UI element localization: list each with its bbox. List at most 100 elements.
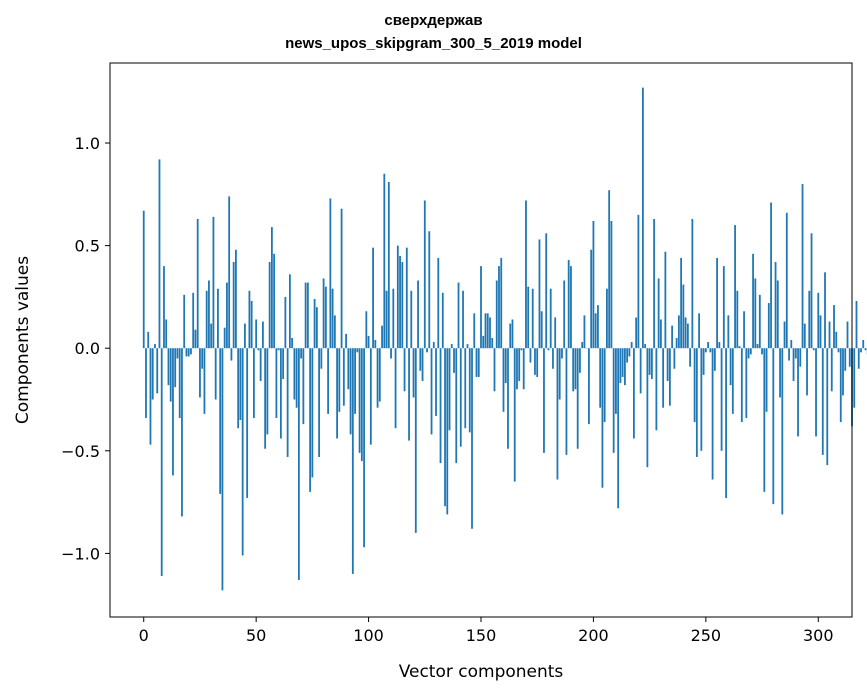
bar-234 [668,348,671,406]
bar-192 [574,348,577,390]
bar-303 [824,272,826,349]
bar-247 [698,313,701,349]
bar-306 [830,348,833,392]
bar-71 [302,348,305,425]
bar-278 [767,303,770,349]
bar-3 [149,348,152,445]
bar-128 [430,348,433,435]
bar-229 [657,278,660,349]
bar-92 [349,348,352,435]
bar-135 [446,348,449,515]
bar-179 [545,233,548,349]
bar-55 [266,348,269,435]
bar-93 [351,348,354,574]
bar-182 [552,348,554,369]
bar-264 [736,290,739,349]
bar-194 [579,348,581,373]
bar-219 [635,317,638,349]
bar-74 [309,348,312,492]
bar-99 [365,311,368,349]
bar-268 [745,348,748,418]
bar-70 [300,348,303,359]
bar-164 [511,319,514,349]
bar-83 [329,198,332,349]
bar-307 [833,305,835,349]
bar-39 [230,348,233,361]
bar-129 [432,342,435,349]
bar-293 [801,184,804,349]
bar-280 [772,348,775,505]
bar-230 [659,319,662,349]
bar-145 [468,348,471,433]
bar-140 [457,282,460,349]
bar-36 [223,327,226,349]
bar-82 [327,348,330,414]
bar-4 [151,348,154,400]
bar-237 [675,337,678,349]
bar-32 [214,348,217,400]
bar-276 [763,348,766,492]
bar-33 [217,288,219,349]
bar-212 [619,348,622,384]
bar-256 [718,342,721,349]
bar-243 [689,348,692,367]
bar-231 [662,348,665,408]
bar-233 [666,348,669,382]
bar-38 [228,196,231,349]
bar-225 [648,348,651,375]
bar-62 [282,348,285,379]
bars-group [142,87,867,591]
bar-77 [315,307,318,349]
bar-251 [707,342,709,349]
x-axis-ticks: 0 50 100 150 200 250 300 [139,617,834,645]
bar-206 [606,288,608,349]
x-tick-label: 150 [466,626,497,645]
bar-58 [273,253,276,349]
bar-236 [673,348,676,369]
bar-235 [671,325,674,349]
bar-287 [788,348,790,361]
bar-175 [536,348,539,377]
bar-141 [459,348,462,447]
bar-130 [435,348,437,416]
bar-25 [199,348,201,398]
bar-259 [725,348,727,498]
bar-54 [264,348,267,449]
y-tick-label: 0.0 [75,339,100,358]
bar-282 [776,280,779,349]
bar-208 [610,220,613,349]
bar-48 [250,301,253,349]
bar-52 [259,348,262,382]
bar-318 [857,348,860,369]
bar-163 [509,323,512,349]
bar-191 [572,348,575,392]
y-tick-label: −0.5 [61,442,100,461]
bar-254 [713,348,716,371]
bar-178 [543,348,545,453]
bar-80 [322,278,325,349]
bar-122 [417,280,419,349]
bar-45 [244,323,246,349]
bar-271 [752,253,754,349]
bar-156 [493,348,496,392]
bar-18 [183,294,186,349]
bar-132 [439,348,442,464]
bar-13 [172,348,174,476]
bar-72 [304,282,307,349]
bar-104 [376,348,379,408]
bar-85 [333,315,336,349]
bar-101 [369,348,372,445]
bar-89 [342,348,345,406]
bar-304 [826,348,829,466]
bar-173 [531,288,534,349]
bar-97 [360,348,363,462]
bar-165 [513,348,516,482]
bar-69 [297,348,300,581]
bar-308 [835,331,838,349]
bar-91 [347,348,350,390]
bar-115 [401,262,404,349]
bar-174 [534,348,536,375]
bar-171 [527,286,530,349]
bar-113 [396,245,399,349]
